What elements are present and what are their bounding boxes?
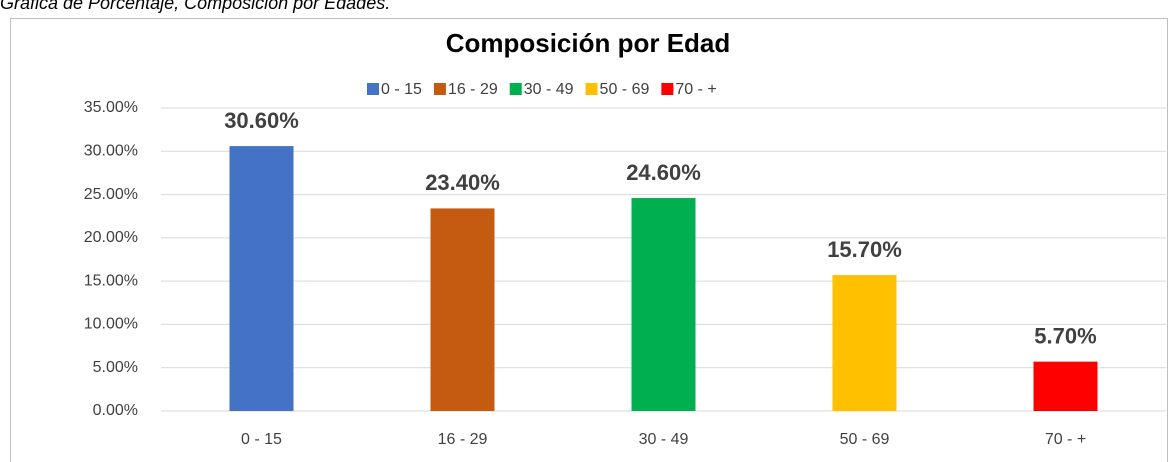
x-tick-label: 30 - 49 xyxy=(639,431,689,448)
x-tick-label: 16 - 29 xyxy=(438,431,488,448)
x-tick-label: 70 - + xyxy=(1045,431,1086,448)
chart-title: Composición por Edad xyxy=(446,28,731,58)
legend-swatch xyxy=(585,83,598,95)
bar xyxy=(832,275,897,411)
legend-swatch xyxy=(509,83,522,95)
x-tick-label: 0 - 15 xyxy=(241,431,282,448)
bar xyxy=(430,208,495,411)
y-tick-label: 10.00% xyxy=(84,316,138,333)
y-tick-label: 25.00% xyxy=(84,186,138,203)
legend-label: 30 - 49 xyxy=(524,81,574,98)
value-label: 5.70% xyxy=(1034,323,1096,348)
bar xyxy=(229,146,294,411)
legend-label: 0 - 15 xyxy=(381,81,422,98)
y-tick-label: 0.00% xyxy=(93,402,138,419)
value-label: 24.60% xyxy=(626,160,701,185)
caption: Gráfica de Porcentaje, Composición por E… xyxy=(0,0,390,13)
bar xyxy=(1033,361,1098,411)
legend-label: 70 - + xyxy=(675,81,716,98)
y-tick-label: 5.00% xyxy=(93,359,138,376)
value-label: 15.70% xyxy=(827,237,902,262)
legend-label: 16 - 29 xyxy=(448,81,498,98)
value-label: 30.60% xyxy=(224,108,299,133)
bar xyxy=(631,198,696,411)
legend-swatch xyxy=(661,83,674,95)
legend-swatch xyxy=(433,83,446,95)
legend-swatch xyxy=(367,83,379,95)
x-tick-label: 50 - 69 xyxy=(840,431,890,448)
y-tick-label: 30.00% xyxy=(84,143,138,160)
y-tick-label: 20.00% xyxy=(84,229,138,246)
y-tick-label: 15.00% xyxy=(84,272,138,289)
legend-label: 50 - 69 xyxy=(600,81,650,98)
value-label: 23.40% xyxy=(425,170,500,195)
y-tick-label: 35.00% xyxy=(84,99,138,116)
